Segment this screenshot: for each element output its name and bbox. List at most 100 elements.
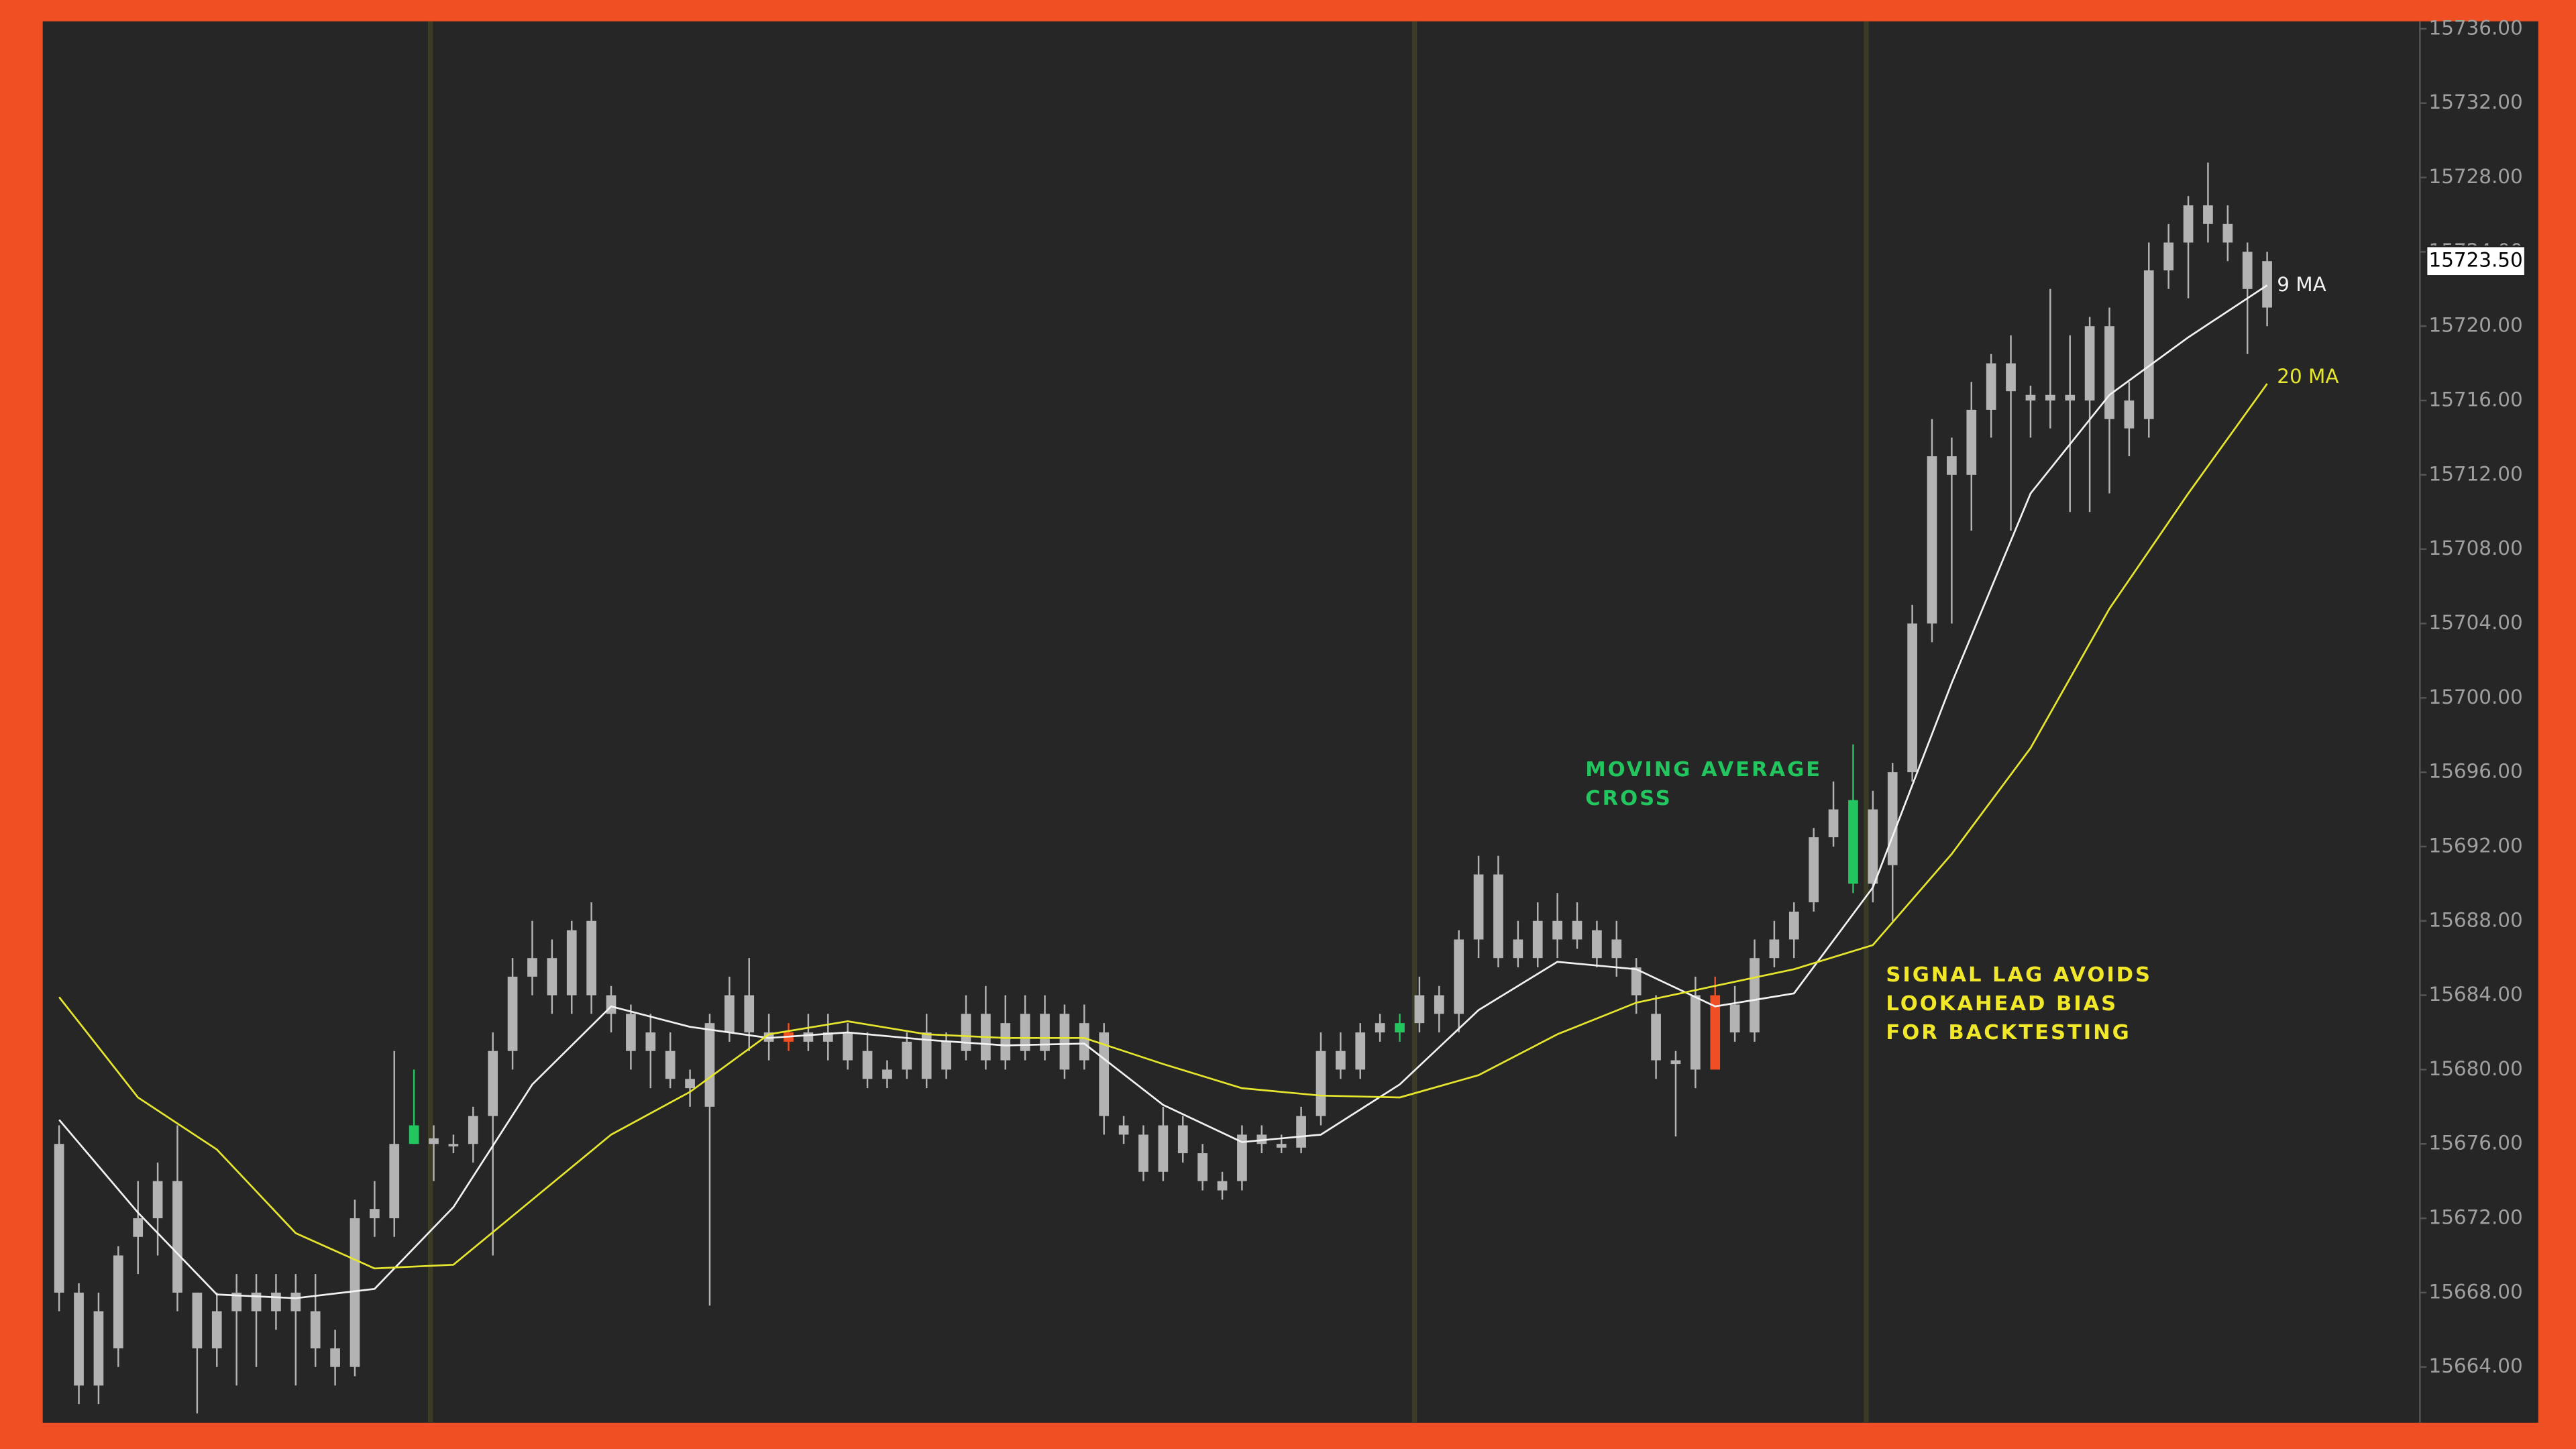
y-tick-label: 15692.00: [2429, 834, 2523, 857]
candle-body: [2025, 394, 2036, 401]
candle-body: [1907, 623, 1917, 773]
chart-panel: [42, 21, 2538, 1423]
annotation: FOR BACKTESTING: [1886, 1021, 2131, 1044]
candle-body: [2242, 252, 2253, 289]
candle-body: [1986, 363, 1996, 410]
candle-body: [1868, 809, 1878, 884]
candle-body: [1296, 1116, 1306, 1148]
candle-body: [2124, 400, 2135, 429]
candle-body: [389, 1144, 400, 1219]
candle-body: [2084, 326, 2095, 401]
ma-line: [58, 284, 2268, 1299]
candle-body: [2262, 261, 2272, 308]
candle-body: [448, 1144, 459, 1146]
candle-body: [1552, 920, 1562, 940]
candle-body: [1809, 837, 1819, 903]
candle-body: [626, 1014, 636, 1051]
candle-body: [1276, 1144, 1287, 1148]
candle-body: [409, 1125, 419, 1144]
candle-body: [1710, 995, 1721, 1070]
candle-body: [1966, 409, 1977, 475]
y-tick-label: 15700.00: [2429, 686, 2523, 708]
candle-body: [803, 1032, 814, 1042]
candle-body: [1217, 1181, 1228, 1191]
candle-body: [2104, 326, 2114, 419]
y-tick-label: 15684.00: [2429, 983, 2523, 1006]
candle-body: [1473, 874, 1484, 940]
candle-body: [1670, 1060, 1681, 1065]
candle-body: [1513, 939, 1523, 959]
price-tag-label: 15723.50: [2429, 249, 2523, 272]
candle-body: [1040, 1014, 1050, 1051]
candle-body: [547, 958, 557, 996]
candle-body: [2183, 205, 2194, 243]
y-tick-label: 15732.00: [2429, 91, 2523, 113]
candle-body: [941, 1041, 951, 1070]
candle-body: [192, 1292, 203, 1348]
candle-body: [350, 1218, 360, 1367]
candle-body: [1355, 1032, 1366, 1070]
candle-body: [1177, 1125, 1188, 1154]
candle-body: [1316, 1051, 1326, 1116]
candle-body: [843, 1032, 853, 1061]
candle-body: [2065, 394, 2076, 401]
candle-body: [133, 1218, 144, 1237]
candle-body: [370, 1209, 380, 1219]
annotation: SIGNAL LAG AVOIDS: [1886, 963, 2152, 987]
candle-body: [1828, 809, 1839, 838]
candle-body: [330, 1348, 340, 1367]
candle-body: [645, 1032, 656, 1051]
candle-body: [310, 1311, 321, 1348]
candle-body: [74, 1292, 84, 1386]
candle-body: [54, 1144, 64, 1293]
candle-body: [2203, 205, 2213, 224]
candle-body: [1592, 930, 1602, 959]
candle-body: [1454, 939, 1464, 1014]
ma-label: 20 MA: [2277, 365, 2339, 388]
candle-body: [566, 930, 577, 996]
y-tick-label: 15712.00: [2429, 462, 2523, 485]
candle-body: [152, 1181, 163, 1219]
ma-label: 9 MA: [2277, 273, 2326, 296]
candle-body: [685, 1079, 695, 1089]
candle-body: [862, 1051, 873, 1079]
y-tick-label: 15736.00: [2429, 16, 2523, 39]
candle-body: [468, 1116, 478, 1144]
candle-body: [882, 1069, 892, 1079]
y-tick-label: 15664.00: [2429, 1354, 2523, 1377]
candle-body: [1788, 911, 1799, 940]
candle-body: [211, 1311, 222, 1348]
candle-body: [961, 1014, 971, 1051]
candle-body: [488, 1051, 498, 1116]
candle-body: [1375, 1023, 1385, 1033]
candle-body: [665, 1051, 676, 1079]
annotation: CROSS: [1585, 787, 1672, 810]
candle-body: [1079, 1023, 1089, 1061]
candle-body: [704, 1023, 715, 1107]
candle-body: [1690, 995, 1701, 1070]
candle-body: [1237, 1134, 1247, 1181]
candle-body: [1059, 1014, 1070, 1070]
candle-body: [2222, 223, 2233, 243]
candle-body: [1848, 800, 1858, 884]
ma-line: [58, 383, 2268, 1270]
candle-body: [744, 995, 755, 1033]
price-tag: [2425, 245, 2526, 277]
candle-body: [1336, 1051, 1346, 1070]
candle-body: [1414, 995, 1425, 1024]
candle-body: [1651, 1014, 1661, 1061]
candle-body: [2006, 363, 2016, 392]
candle-body: [1947, 456, 1957, 475]
candle-body: [2143, 270, 2154, 419]
y-tick-label: 15696.00: [2429, 760, 2523, 783]
candle-body: [1769, 939, 1780, 959]
y-tick-label: 15716.00: [2429, 388, 2523, 411]
candle-body: [2163, 242, 2174, 271]
candle-body: [1532, 920, 1543, 959]
candle-body: [1927, 456, 1937, 624]
candle-body: [902, 1041, 912, 1070]
candle-body: [1572, 920, 1582, 940]
y-tick-label: 15668.00: [2429, 1280, 2523, 1303]
y-tick-label: 15720.00: [2429, 314, 2523, 337]
y-tick-label: 15688.00: [2429, 908, 2523, 931]
